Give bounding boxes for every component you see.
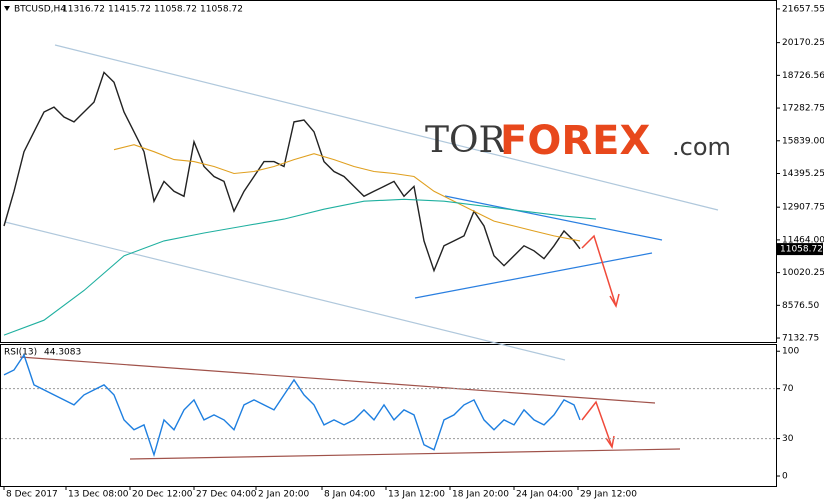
watermark-forex: FOREX bbox=[500, 118, 650, 164]
y-tick-label: 14395.25 bbox=[782, 169, 824, 179]
y-tick-label: 100 bbox=[782, 347, 799, 357]
y-tick-label: 15839.00 bbox=[782, 136, 824, 146]
y-tick-label: 7132.75 bbox=[782, 334, 819, 344]
y-tick-label: 11464.00 bbox=[782, 235, 824, 245]
x-tick-label: 24 Jan 04:00 bbox=[516, 490, 573, 500]
close: 11058.72 bbox=[200, 5, 243, 15]
price-panel bbox=[0, 0, 777, 343]
watermark-tor: TOR bbox=[425, 120, 507, 161]
series-line bbox=[3, 353, 581, 458]
x-tick-label: 13 Jan 12:00 bbox=[388, 490, 445, 500]
x-tick-label: 8 Jan 04:00 bbox=[324, 490, 376, 500]
y-tick-label: 21657.55 bbox=[782, 4, 824, 14]
y-tick-label: 0 bbox=[782, 472, 788, 482]
price-marker bbox=[777, 243, 823, 256]
y-tick-label: 18726.56 bbox=[782, 71, 824, 81]
y-tick-label: 20170.25 bbox=[782, 38, 824, 48]
x-tick-label: 18 Jan 20:00 bbox=[452, 490, 509, 500]
x-tick-label: 13 Dec 08:00 bbox=[68, 490, 129, 500]
series-line bbox=[3, 71, 581, 273]
x-tick-label: 2 Jan 20:00 bbox=[258, 490, 310, 500]
price-label: 11058.72 bbox=[780, 245, 823, 255]
series-line bbox=[3, 198, 597, 336]
watermark: TOR FOREX .com bbox=[425, 118, 731, 164]
high: 11415.72 bbox=[108, 5, 151, 15]
symbol-title: BTCUSD,H4 bbox=[14, 5, 66, 15]
symbol-arrow bbox=[4, 6, 10, 11]
y-tick-label: 70 bbox=[782, 384, 794, 394]
series-line bbox=[113, 144, 581, 242]
x-tick-label: 8 Dec 2017 bbox=[6, 490, 58, 500]
x-tick-label: 20 Dec 12:00 bbox=[132, 490, 193, 500]
watermark-com: .com bbox=[672, 133, 731, 161]
trendlines bbox=[4, 44, 719, 460]
x-tick-label: 27 Dec 04:00 bbox=[196, 490, 257, 500]
open: 11316.72 bbox=[62, 5, 105, 15]
y-tick-label: 10020.25 bbox=[782, 268, 824, 278]
low: 11058.72 bbox=[154, 5, 197, 15]
y-tick-label: 30 bbox=[782, 434, 794, 444]
y-tick-label: 12907.75 bbox=[782, 203, 824, 213]
y-tick-label: 17282.75 bbox=[782, 104, 824, 114]
y-tick-label: 8576.50 bbox=[782, 301, 819, 311]
rsi-title: RSI(13) bbox=[4, 348, 37, 358]
rsi-value: 44.3083 bbox=[44, 348, 81, 358]
x-tick-label: 29 Jan 12:00 bbox=[580, 490, 637, 500]
rsi-panel bbox=[0, 344, 777, 487]
